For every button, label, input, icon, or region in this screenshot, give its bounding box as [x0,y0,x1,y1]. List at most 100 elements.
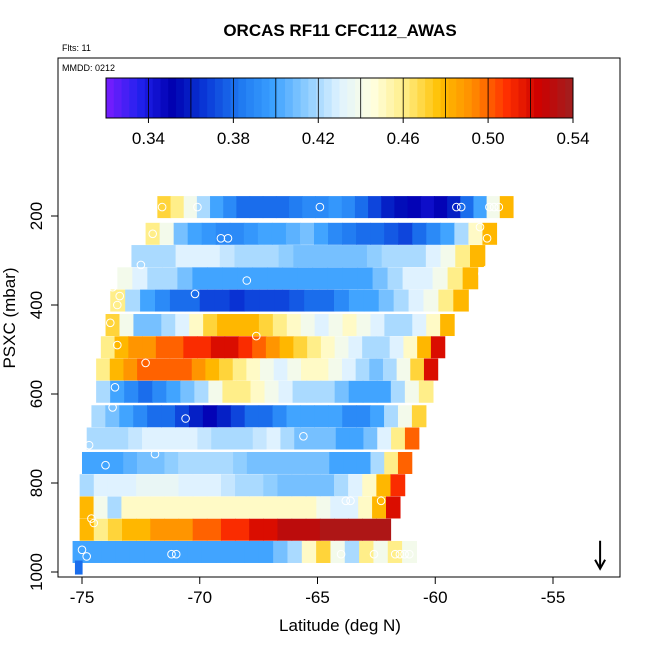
heat-cell [354,196,369,219]
heat-cell [381,196,396,219]
colorbar-tick-label: 0.50 [472,129,505,148]
heat-cell [100,336,116,359]
sample-marker [482,234,492,243]
colorbar-swatch [277,78,286,118]
heat-cell [267,267,284,290]
heat-cell [482,222,498,245]
heat-cell [370,222,385,245]
heat-cell [128,336,143,359]
heat-cell [292,380,308,403]
heat-cell [160,245,177,268]
heat-cell [363,289,380,312]
heat-cell [135,496,150,519]
heat-cell [433,196,448,219]
heat-cell [359,540,375,563]
heat-band-4 [110,289,469,312]
sample-marker [409,523,419,532]
heat-band-15 [72,540,418,563]
sample-marker [171,549,181,559]
heat-cell [109,358,125,381]
heat-cell [219,358,234,381]
heat-cell [217,314,232,337]
heat-cell [453,289,469,312]
heat-cell [349,427,365,450]
sample-marker [115,291,124,301]
heat-cell [312,267,329,290]
heat-cell [132,267,148,290]
heat-band-16 [74,560,83,575]
heat-cell [222,267,239,290]
sample-marker [478,269,487,279]
heat-cell [225,427,240,450]
x-tick-label: -55 [541,588,566,607]
heat-cell [341,358,357,381]
heat-band-8 [96,380,434,403]
heat-cell [262,196,277,219]
heat-cell [208,380,224,403]
sample-marker [141,358,150,368]
heat-cell [454,222,470,245]
heat-cell [246,496,262,519]
heat-cell [315,451,330,474]
heat-cell [368,196,382,219]
heat-cell [147,405,162,428]
heat-cell [107,474,123,497]
sample-marker [150,449,160,459]
colorbar-swatch [518,78,527,118]
heat-cell [244,405,260,428]
heat-cell [219,245,236,268]
heat-cell [122,518,137,541]
heat-cell [407,196,422,219]
colorbar-tick-label: 0.46 [387,129,420,148]
heat-cell [282,267,299,290]
heat-cell [133,314,148,337]
colorbar-swatch [152,78,161,118]
heat-cell [291,518,307,541]
heat-cell [423,289,439,312]
heat-cell [376,518,392,541]
heat-cell [155,427,171,450]
sample-marker [336,549,346,559]
heat-cell [272,405,288,428]
heat-cell [117,267,133,290]
sample-marker [395,549,405,559]
heat-cell [302,496,317,519]
heat-cell [123,358,138,381]
heat-cell [159,222,175,245]
colorbar-swatch [113,78,123,118]
heat-cell [260,496,276,519]
heat-cell [314,314,330,337]
heat-cell [192,518,208,541]
heatmap-layer [72,196,514,575]
heat-cell [355,358,370,381]
heat-cell [447,196,461,219]
heat-cell [293,336,308,359]
colorbar-swatch [137,78,146,118]
colorbar-tick-label: 0.42 [302,129,335,148]
heat-cell [274,496,290,519]
heat-cell [189,314,204,337]
sample-marker [390,549,400,559]
heat-cell [384,451,399,474]
colorbar-swatch [339,78,348,118]
heat-cell [191,451,207,474]
heat-cell [164,474,180,497]
colorbar-swatch [549,78,558,118]
heat-cell [229,289,246,312]
heat-cell [274,289,290,312]
heat-cell [370,451,385,474]
heat-cell [404,380,420,403]
heat-cell [289,196,303,219]
heat-cell [291,474,307,497]
sample-marker [87,514,96,523]
heat-cell [390,474,406,497]
heat-cell [348,289,365,312]
heat-cell [328,358,343,381]
heat-cell [232,358,247,381]
heat-cell [150,518,166,541]
heat-cell [362,380,378,403]
heat-cell [378,289,395,312]
heat-cell [342,222,357,245]
heat-cell [110,380,125,403]
sample-marker [157,202,167,212]
